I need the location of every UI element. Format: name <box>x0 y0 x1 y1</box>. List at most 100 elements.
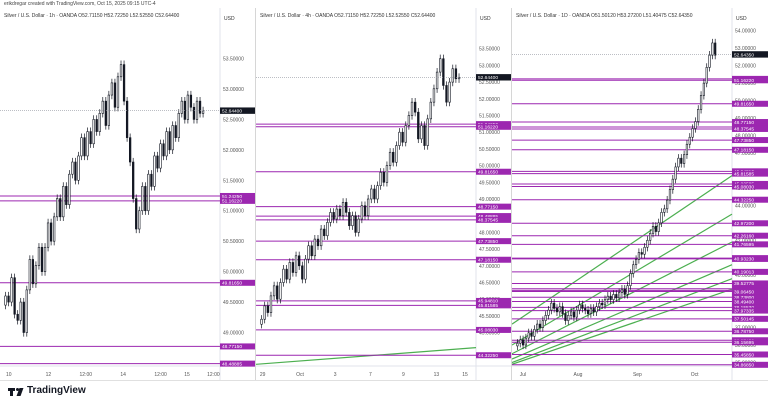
level-price-tag <box>732 255 768 262</box>
chart-pane-1d[interactable]: USD54.0000053.0000052.0000051.0000050.00… <box>512 8 768 380</box>
level-price-text: 38.49400 <box>734 299 754 305</box>
candle-body <box>113 82 117 108</box>
candle-body <box>586 309 590 314</box>
level-price-text: 47.18150 <box>478 258 498 264</box>
level-price-text: 40.19013 <box>734 270 754 276</box>
level-price-tag <box>476 168 511 175</box>
candle-body <box>401 131 404 143</box>
level-price-text: 44.32250 <box>734 198 754 204</box>
candle-body <box>530 332 533 337</box>
candle-body <box>263 305 266 320</box>
level-price-text: 51.16220 <box>222 199 242 205</box>
symbol-title: Silver / U.S. Dollar · 1D · OANDA O51.50… <box>516 13 693 19</box>
level-price-text: 48.77150 <box>478 204 498 210</box>
chart-pane-4h[interactable]: USD 53.50000 53.00000 52.50000 52.00000 51.50… <box>256 8 512 380</box>
level-price-tag <box>732 137 768 144</box>
candle-body <box>385 165 389 183</box>
candle-body <box>417 111 420 140</box>
candle-body <box>272 285 276 297</box>
candle-body <box>132 161 135 199</box>
current-price-tag <box>732 51 768 58</box>
candle-body <box>201 110 205 114</box>
candle-body <box>198 100 202 114</box>
candle-body <box>420 125 423 140</box>
candle-body <box>578 304 581 311</box>
candle-body <box>147 173 150 212</box>
candle-body <box>714 42 717 56</box>
candle-body <box>683 154 686 164</box>
candle-body <box>674 166 677 180</box>
level-price-text: 49.81650 <box>478 170 498 176</box>
candle-body <box>668 189 672 201</box>
y-tick-label: 49.00000 <box>223 331 244 337</box>
level-price-text: 51.16220 <box>734 78 754 84</box>
candle-body <box>104 100 107 126</box>
candle-body <box>632 264 635 274</box>
chart-pane-1h[interactable]: USD 53.50000 53.00000 52.50000 52.00000 51.50… <box>0 8 256 380</box>
candle-body <box>354 215 357 233</box>
candle-body <box>660 212 663 224</box>
candle-body <box>711 42 714 56</box>
y-tick-label: 51.00000 <box>479 130 500 136</box>
candle-body <box>195 100 199 120</box>
price-chart-svg: USD54.0000053.0000052.0000051.0000050.00… <box>512 8 768 380</box>
candle-body <box>423 125 426 146</box>
trendline <box>512 264 733 360</box>
x-tick-label: 15 <box>184 372 190 378</box>
level-price-text: 38.73800 <box>734 295 754 301</box>
level-price-tag <box>732 294 768 301</box>
candle-body <box>454 68 458 80</box>
candle-body <box>629 273 632 286</box>
level-price-tag <box>220 192 255 199</box>
level-price-text: 51.16220 <box>478 125 498 131</box>
candle-body <box>646 239 649 248</box>
level-price-tag <box>732 351 768 358</box>
candle-body <box>10 277 13 303</box>
trendline <box>512 175 733 325</box>
candle-body <box>533 329 536 337</box>
y-tick-label: 42.00000 <box>735 238 756 244</box>
candle-body <box>448 81 451 103</box>
candle-body <box>80 137 83 157</box>
candle-body <box>77 155 80 181</box>
level-price-text: 41.76595 <box>734 242 754 248</box>
candle-body <box>95 119 98 132</box>
level-price-tag <box>732 119 768 126</box>
currency-label: USD <box>480 16 491 22</box>
candle-body <box>572 311 576 318</box>
tradingview-logo[interactable]: TradingView <box>8 385 86 396</box>
candle-body <box>319 228 323 247</box>
candle-body <box>671 178 674 190</box>
candle-body <box>25 289 28 333</box>
candle-body <box>584 308 587 311</box>
candle-body <box>165 131 168 157</box>
level-price-tag <box>732 328 768 335</box>
candle-body <box>382 171 385 183</box>
y-tick-label: 49.00000 <box>479 197 500 203</box>
candle-body <box>168 131 171 151</box>
tradingview-logo-text: TradingView <box>27 385 86 396</box>
candle-body <box>294 255 298 273</box>
level-price-tag <box>476 216 511 223</box>
y-tick-label: 53.50000 <box>223 57 244 63</box>
candle-body <box>651 226 655 234</box>
candle-body <box>329 212 332 223</box>
candle-body <box>348 212 351 227</box>
x-tick-label: Oct <box>691 372 699 378</box>
currency-label: USD <box>224 16 235 22</box>
level-price-tag <box>220 279 255 286</box>
y-tick-label: 54.00000 <box>735 29 756 35</box>
candle-body <box>313 238 317 257</box>
level-price-text: 47.18150 <box>734 148 754 154</box>
candle-body <box>691 128 694 138</box>
candle-body <box>524 337 527 346</box>
candle-body <box>335 208 338 220</box>
x-tick-label: 13 <box>434 372 440 378</box>
candle-body <box>426 118 429 146</box>
price-chart-svg: USD 53.50000 53.00000 52.50000 52.00000 51.50… <box>256 8 511 380</box>
level-price-text: 34.86850 <box>734 363 754 369</box>
y-tick-label: 51.50000 <box>223 178 244 184</box>
candle-body <box>567 315 570 321</box>
candle-body <box>663 208 666 213</box>
candle-body <box>708 54 711 68</box>
